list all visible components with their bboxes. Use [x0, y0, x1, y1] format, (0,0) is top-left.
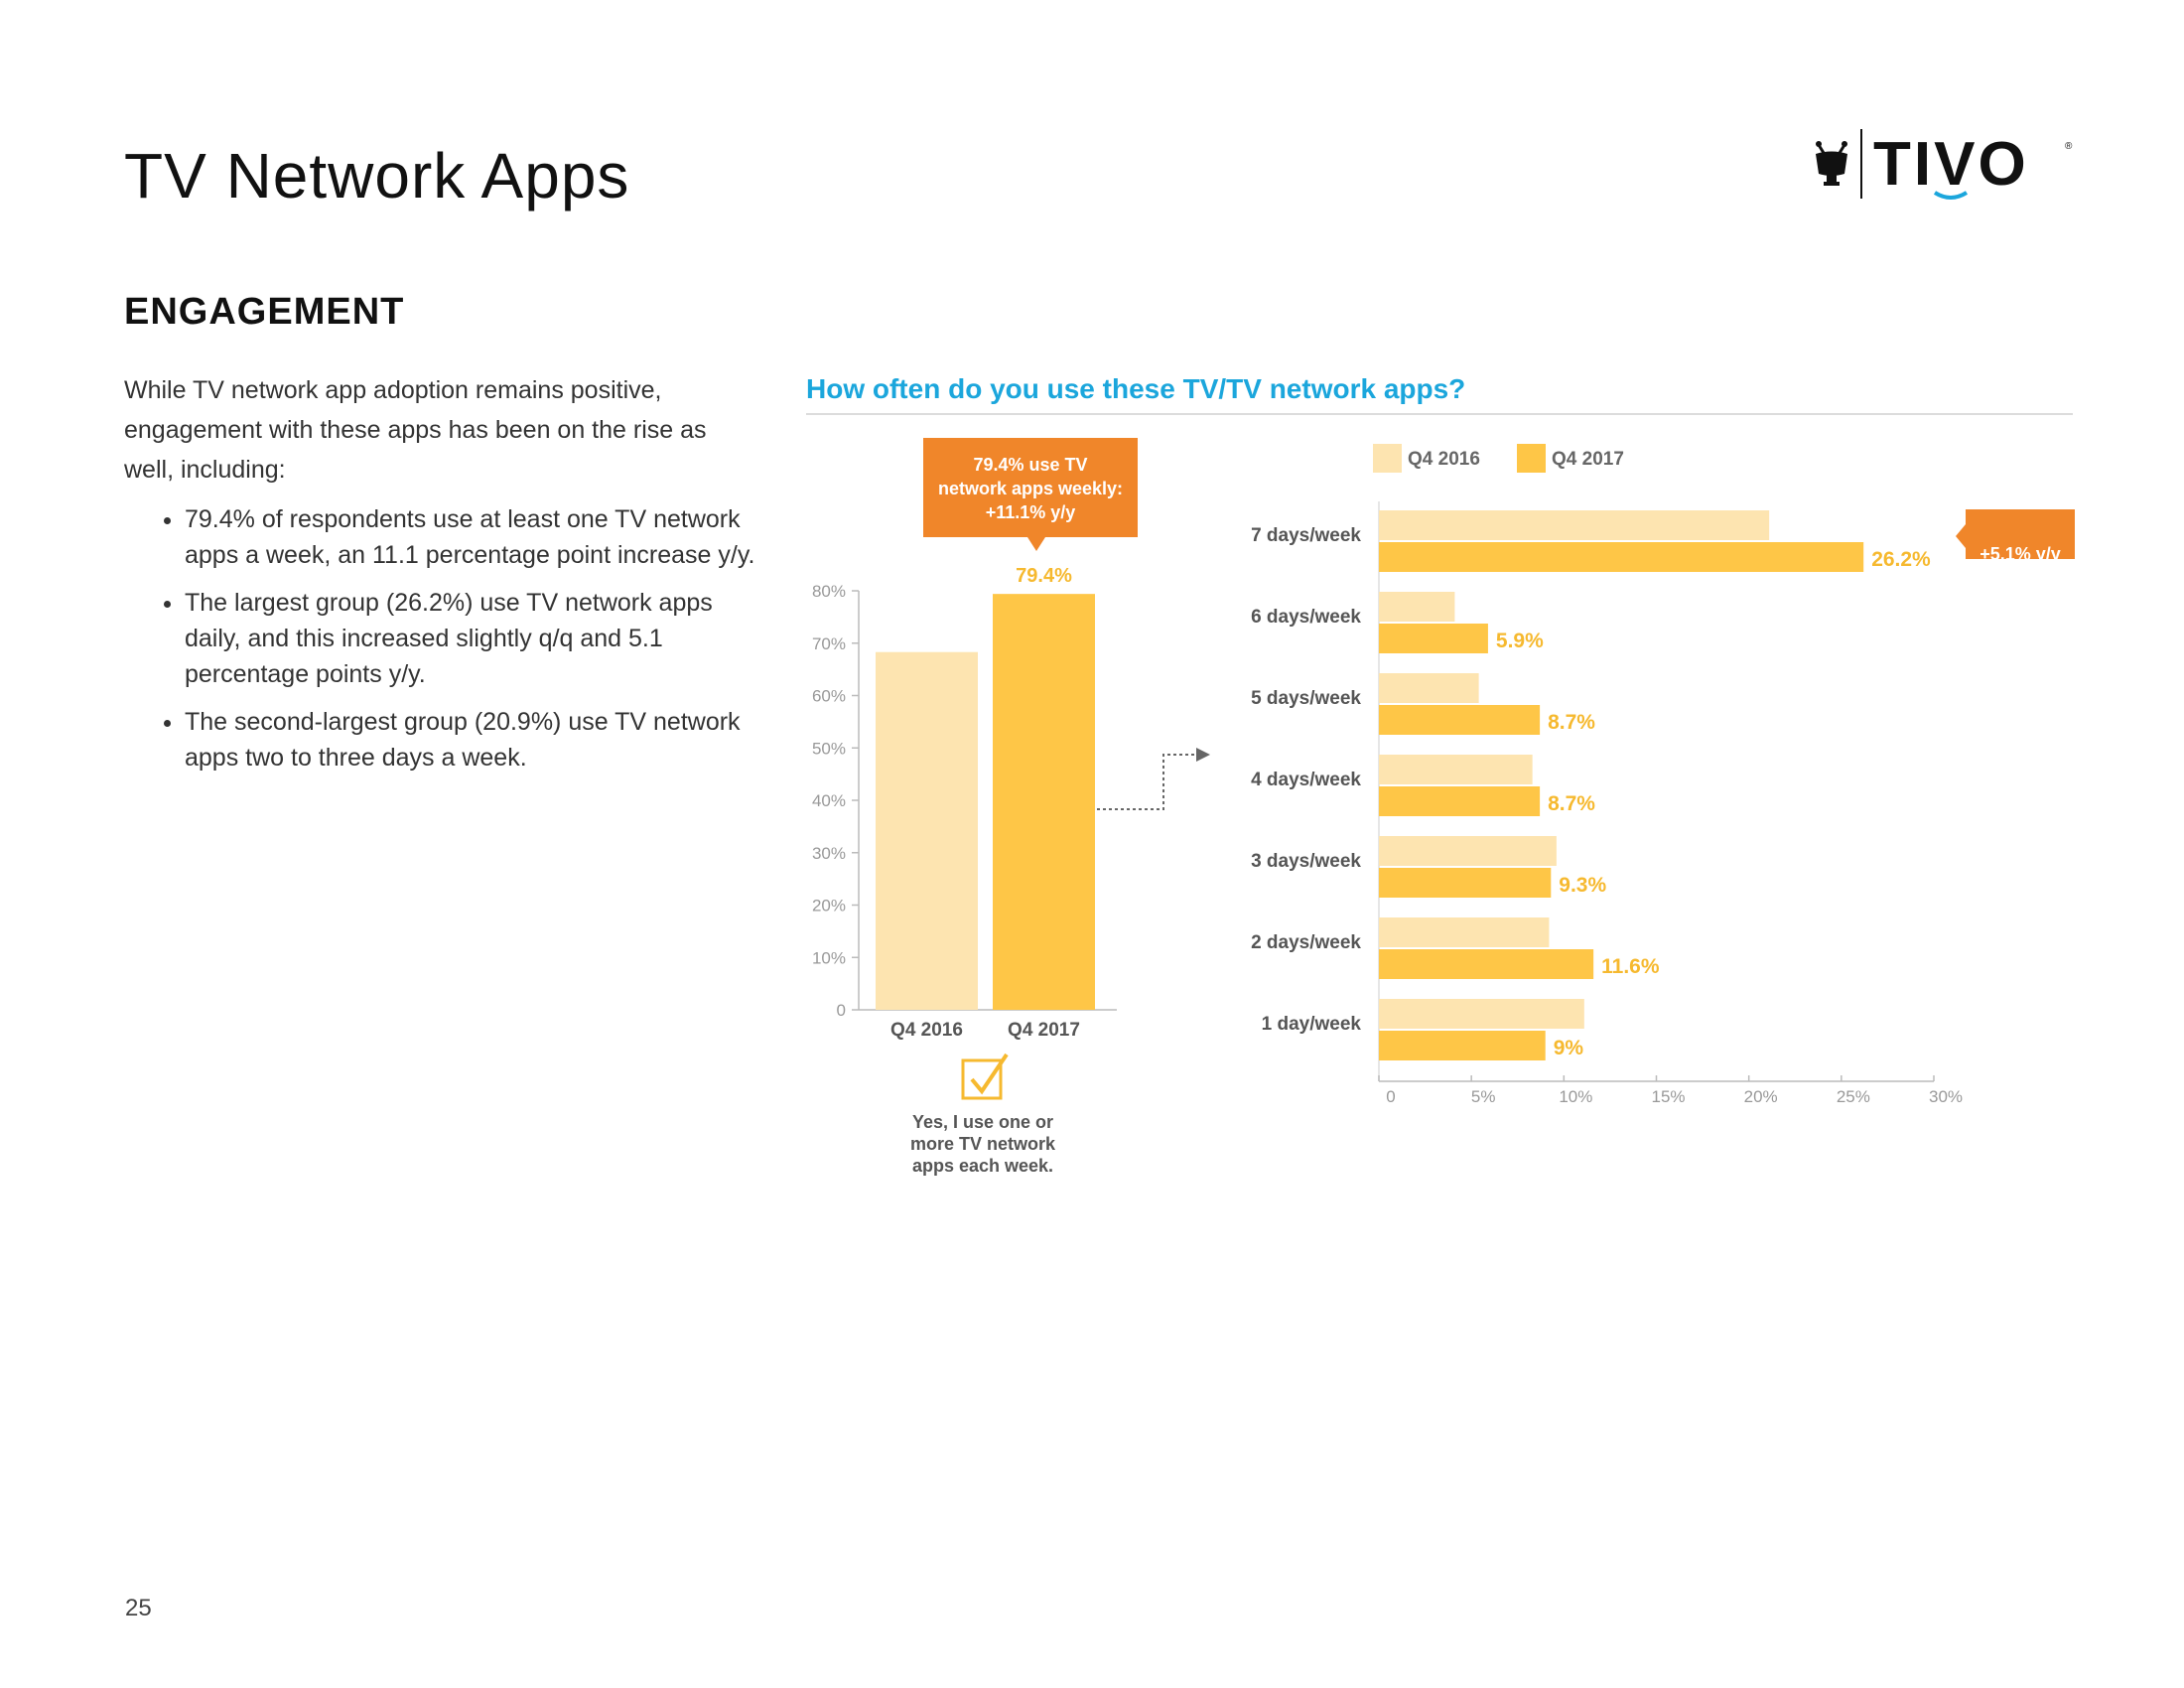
legend-label: Q4 2016 — [1408, 449, 1480, 470]
y-tick-label: 30% — [812, 844, 846, 863]
bar-q4-2016 — [1379, 755, 1533, 784]
bar-q4-2017 — [993, 594, 1095, 1010]
bar-q4-2017 — [1379, 542, 1864, 572]
y-tick-label: 60% — [812, 687, 846, 706]
x-tick-label: 20% — [1744, 1087, 1778, 1106]
x-tick-label: 30% — [1929, 1087, 1963, 1106]
chart-caption: Yes, I use one or — [912, 1112, 1053, 1132]
y-category-label: 7 days/week — [1251, 525, 1361, 546]
chart-title-rule — [806, 413, 2073, 415]
bar-q4-2017 — [1379, 786, 1541, 816]
tivo-mascot-icon — [1816, 141, 1847, 186]
callout-pointer — [1027, 537, 1045, 551]
y-tick-label: 40% — [812, 791, 846, 810]
logo-wordmark: TIVO — [1873, 130, 2029, 199]
legend-label: Q4 2017 — [1552, 449, 1624, 470]
x-tick-label: 15% — [1651, 1087, 1685, 1106]
callout-text: network apps weekly: — [938, 479, 1123, 498]
chart-caption: more TV network — [910, 1134, 1056, 1154]
y-tick-label: 0 — [837, 1001, 846, 1020]
x-tick-label: 0 — [1386, 1087, 1395, 1106]
bar-q4-2017 — [1379, 949, 1594, 979]
logo-registered-mark: ® — [2065, 141, 2073, 152]
bar-q4-2016 — [876, 651, 978, 1010]
bullet-item: 79.4% of respondents use at least one TV… — [185, 501, 760, 573]
section-heading: ENGAGEMENT — [124, 291, 405, 333]
logo-smile — [1933, 191, 1969, 200]
data-label: 8.7% — [1548, 711, 1595, 734]
connector-arrow — [1097, 754, 1199, 810]
x-category-label: Q4 2017 — [1008, 1020, 1080, 1041]
bar-q4-2017 — [1379, 1031, 1546, 1060]
y-category-label: 2 days/week — [1251, 932, 1361, 953]
connector-arrow-head — [1196, 748, 1210, 762]
callout-box — [1966, 509, 2075, 559]
legend-swatch-q4-2016 — [1373, 444, 1402, 473]
x-tick-label: 10% — [1559, 1087, 1592, 1106]
page-title: TV Network Apps — [124, 140, 630, 211]
legend-swatch-q4-2017 — [1517, 444, 1546, 473]
chart-caption: apps each week. — [912, 1156, 1053, 1176]
bar-q4-2016 — [1379, 999, 1584, 1029]
tivo-logo: TIVO ® — [1812, 127, 2075, 211]
y-category-label: 1 day/week — [1262, 1014, 1362, 1035]
y-category-label: 3 days/week — [1251, 851, 1361, 872]
chart-title: How often do you use these TV/TV network… — [806, 373, 1466, 404]
data-label: 9% — [1554, 1037, 1584, 1059]
callout-text: +11.1% y/y — [986, 502, 1076, 522]
bar-q4-2016 — [1379, 673, 1479, 703]
bar-q4-2016 — [1379, 592, 1455, 622]
y-tick-label: 50% — [812, 739, 846, 758]
bullet-list: 79.4% of respondents use at least one TV… — [151, 501, 760, 787]
page-number: 25 — [125, 1595, 152, 1621]
callout-text: +5.1% y/y — [1979, 544, 2061, 564]
y-category-label: 6 days/week — [1251, 607, 1361, 628]
x-tick-label: 25% — [1837, 1087, 1870, 1106]
intro-paragraph: While TV network app adoption remains po… — [124, 376, 707, 484]
y-tick-label: 80% — [812, 582, 846, 601]
y-category-label: 4 days/week — [1251, 770, 1361, 790]
y-category-label: 5 days/week — [1251, 688, 1361, 709]
bar-q4-2016 — [1379, 836, 1557, 866]
bullet-item: The largest group (26.2%) use TV network… — [185, 585, 760, 692]
callout-text: 79.4% use TV — [973, 455, 1087, 475]
bar-q4-2017 — [1379, 868, 1552, 898]
data-label: 8.7% — [1548, 792, 1595, 815]
bar-q4-2016 — [1379, 917, 1550, 947]
x-category-label: Q4 2016 — [890, 1020, 963, 1041]
y-tick-label: 20% — [812, 897, 846, 915]
bullet-item: The second-largest group (20.9%) use TV … — [185, 704, 760, 775]
check-mark-icon — [970, 1053, 1009, 1095]
bar-q4-2017 — [1379, 705, 1541, 735]
y-tick-label: 10% — [812, 948, 846, 967]
checkbox-check-icon — [961, 1058, 1003, 1100]
x-tick-label: 5% — [1471, 1087, 1496, 1106]
y-tick-label: 70% — [812, 634, 846, 653]
data-label: 26.2% — [1871, 548, 1931, 571]
data-label: 11.6% — [1601, 955, 1660, 978]
callout-box — [923, 438, 1138, 537]
bar-q4-2016 — [1379, 510, 1770, 540]
bar-q4-2017 — [1379, 624, 1488, 653]
data-label: 5.9% — [1496, 630, 1544, 652]
data-label: 9.3% — [1559, 874, 1606, 897]
data-label: 79.4% — [1016, 565, 1072, 587]
callout-pointer — [1956, 524, 1966, 548]
